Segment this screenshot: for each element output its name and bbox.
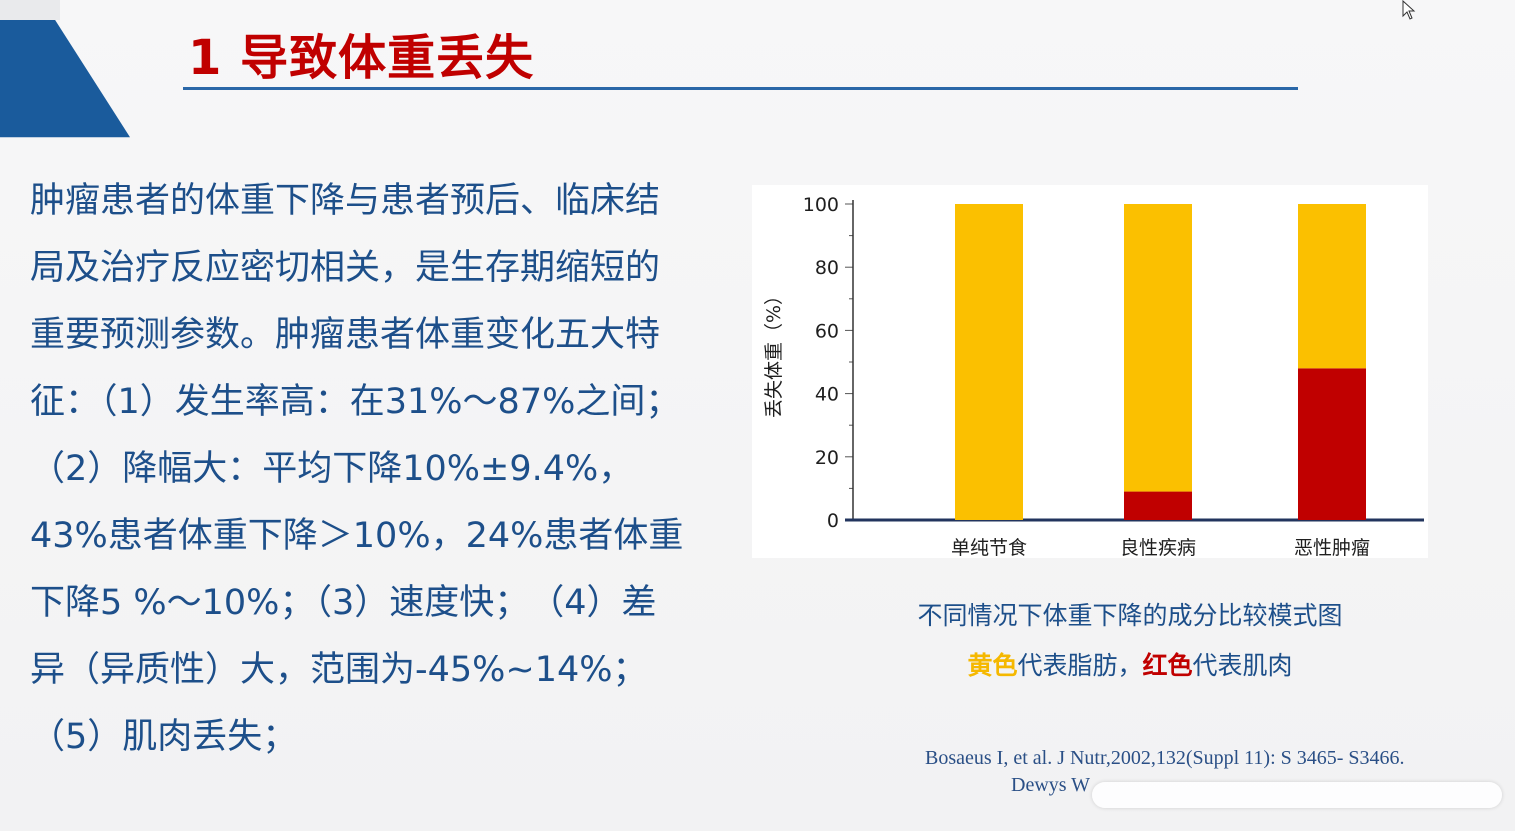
caption-fat-word: 黄色 bbox=[967, 651, 1018, 680]
slide-title: 1 导致体重丢失 bbox=[188, 30, 535, 86]
body-text: 肿瘤患者的体重下降与患者预后、临床结 局及治疗反应密切相关，是生存期缩短的 重要预测… bbox=[30, 168, 740, 771]
corner-decoration-notch bbox=[0, 0, 60, 20]
bar-fat bbox=[1124, 204, 1192, 492]
x-category-label: 恶性肿瘤 bbox=[1294, 537, 1370, 558]
chart-caption-line2: 黄色代表脂肪，红色代表肌肉 bbox=[850, 646, 1410, 682]
y-tick-label: 0 bbox=[827, 510, 839, 532]
body-line: （5）肌肉丢失； bbox=[30, 717, 298, 757]
x-category-label: 良性疾病 bbox=[1120, 537, 1196, 558]
caption-muscle-word: 红色 bbox=[1142, 651, 1193, 680]
body-line: 下降5 %～10%；（3）速度快； （4）差 bbox=[30, 583, 657, 623]
bar-fat bbox=[1298, 204, 1366, 369]
bar-muscle bbox=[1124, 491, 1192, 520]
body-line: 重要预测参数。肿瘤患者体重变化五大特 bbox=[30, 315, 661, 355]
caption-muscle-text: 代表肌肉 bbox=[1192, 651, 1293, 680]
corner-decoration bbox=[0, 7, 130, 138]
y-tick-label: 100 bbox=[803, 194, 839, 216]
chart-caption-line1: 不同情况下体重下降的成分比较模式图 bbox=[917, 601, 1343, 630]
y-axis-title: 丢失体重（%） bbox=[763, 286, 785, 418]
y-tick-label: 20 bbox=[815, 447, 839, 469]
body-line: 征：（1）发生率高：在31%～87%之间； bbox=[30, 382, 681, 422]
reference-line2: Dewys W bbox=[1011, 774, 1091, 796]
y-tick-label: 60 bbox=[815, 320, 839, 342]
y-tick-label: 40 bbox=[815, 384, 839, 406]
body-line: （2）降幅大：平均下降10%±9.4%， bbox=[30, 449, 634, 489]
title-underline bbox=[183, 87, 1298, 90]
bar-fat bbox=[955, 204, 1023, 520]
stacked-bar-chart: 0 20 40 60 80 100 单纯节食 良性疾病 恶性肿瘤 丢失体重（%） bbox=[763, 194, 1424, 558]
body-line: 局及治疗反应密切相关，是生存期缩短的 bbox=[30, 248, 661, 288]
bar-muscle bbox=[1298, 368, 1366, 520]
watermark-overlay bbox=[1092, 782, 1502, 808]
x-category-label: 单纯节食 bbox=[951, 537, 1027, 558]
reference-line1: Bosaeus I, et al. J Nutr,2002,132(Suppl … bbox=[925, 747, 1405, 769]
body-line: 43%患者体重下降＞10%，24%患者体重 bbox=[30, 516, 684, 556]
body-line: 肿瘤患者的体重下降与患者预后、临床结 bbox=[30, 181, 661, 221]
chart-panel: 0 20 40 60 80 100 单纯节食 良性疾病 恶性肿瘤 丢失体重（%） bbox=[752, 185, 1428, 558]
mouse-cursor-icon bbox=[1402, 0, 1416, 20]
body-line: 异（异质性）大，范围为-45%~14%； bbox=[30, 650, 648, 690]
y-tick-label: 80 bbox=[815, 257, 839, 279]
caption-fat-text: 代表脂肪， bbox=[1017, 651, 1143, 680]
